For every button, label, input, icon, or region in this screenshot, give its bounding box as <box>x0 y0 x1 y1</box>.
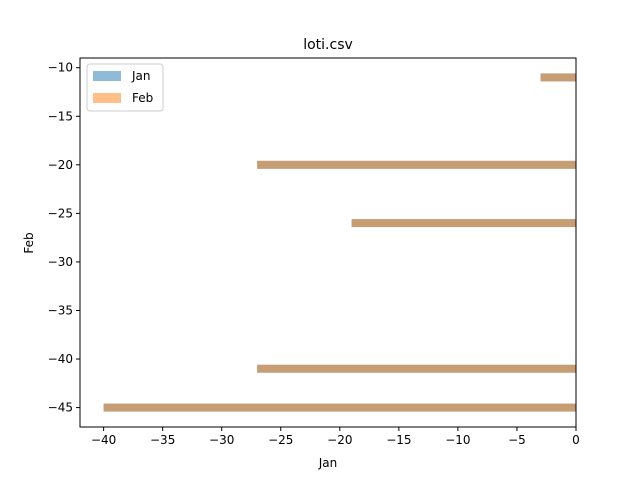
x-axis: −40 −35 −30 −25 −20 −15 −10 −5 0 <box>91 427 580 447</box>
y-tick-label: −40 <box>48 352 73 366</box>
bar-feb-2 <box>351 219 576 228</box>
x-tick-label: −20 <box>327 433 352 447</box>
y-tick-label: −10 <box>48 61 73 75</box>
x-tick-label: 0 <box>572 433 580 447</box>
x-tick-label: −15 <box>386 433 411 447</box>
legend-swatch-feb <box>93 93 121 103</box>
bars-layer <box>103 73 576 412</box>
legend-label-jan: Jan <box>131 69 151 83</box>
x-axis-label: Jan <box>318 456 338 470</box>
y-tick-label: −30 <box>48 255 73 269</box>
x-tick-label: −40 <box>91 433 116 447</box>
chart-title: loti.csv <box>303 37 353 53</box>
y-tick-label: −45 <box>48 401 73 415</box>
y-axis: −10 −15 −20 −25 −30 −35 −40 −45 <box>48 61 80 415</box>
plot-frame <box>79 57 577 428</box>
legend-swatch-jan <box>93 71 121 81</box>
bar-feb-1 <box>257 160 576 169</box>
legend: Jan Feb <box>86 63 164 112</box>
x-tick-label: −30 <box>209 433 234 447</box>
bar-feb-0 <box>540 73 576 82</box>
y-tick-label: −25 <box>48 206 73 220</box>
y-tick-label: −20 <box>48 158 73 172</box>
x-tick-label: −5 <box>508 433 526 447</box>
y-axis-label: Feb <box>22 232 36 253</box>
x-tick-label: −25 <box>268 433 293 447</box>
legend-label-feb: Feb <box>132 91 153 105</box>
x-tick-label: −35 <box>150 433 175 447</box>
y-tick-label: −15 <box>48 109 73 123</box>
bar-feb-4 <box>103 403 576 412</box>
x-tick-label: −10 <box>445 433 470 447</box>
y-tick-label: −35 <box>48 303 73 317</box>
bar-feb-3 <box>257 364 576 373</box>
